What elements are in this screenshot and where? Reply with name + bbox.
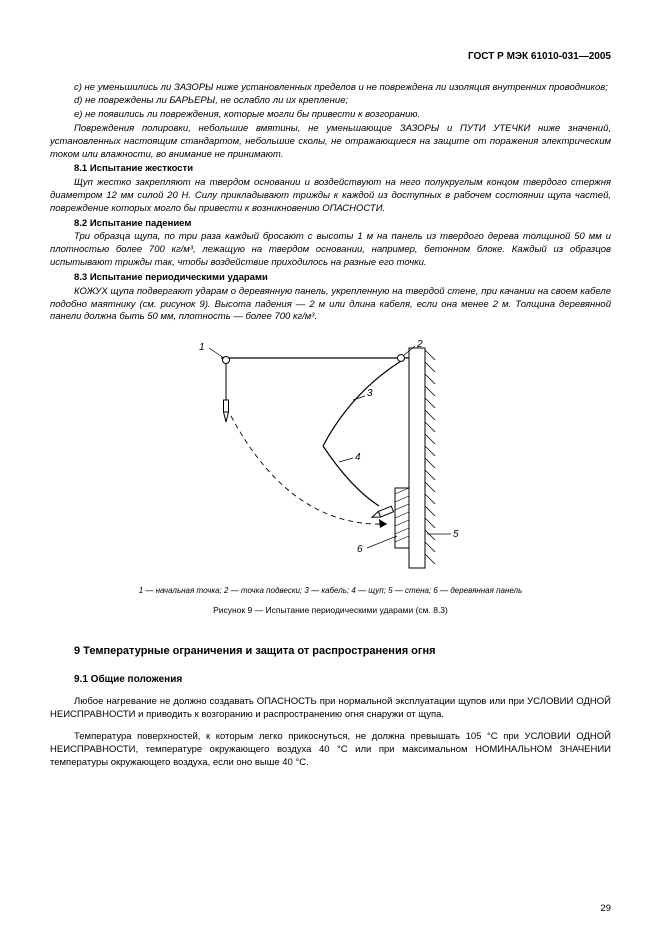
item-c: с) не уменьшились ли ЗАЗОРЫ ниже установ… [50, 82, 611, 95]
figure-9: 1 2 3 4 5 6 [151, 338, 511, 578]
heading-9-1: 9.1 Общие положения [74, 673, 611, 687]
fig-label-4: 4 [355, 452, 361, 463]
para-8-3: КОЖУХ щупа подвергают ударам о деревянну… [50, 286, 611, 324]
heading-8-1: 8.1 Испытание жесткости [74, 163, 611, 176]
para-9-1b: Температура поверхностей, к которым легк… [50, 731, 611, 769]
fig-label-3: 3 [367, 388, 373, 399]
para-9-1a: Любое нагревание не должно создавать ОПА… [50, 696, 611, 722]
para-8-1: Щуп жестко закрепляют на твердом основан… [50, 177, 611, 215]
fig-label-6: 6 [357, 544, 363, 555]
heading-8-3: 8.3 Испытание периодическими ударами [74, 272, 611, 285]
heading-8-2: 8.2 Испытание падением [74, 218, 611, 231]
item-d: d) не повреждены ли БАРЬЕРЫ, не ослабло … [50, 95, 611, 108]
figure-legend: 1 — начальная точка; 2 — точка подвески;… [50, 586, 611, 597]
para-damage: Повреждения полировки, небольшие вмятины… [50, 123, 611, 161]
fig-label-1: 1 [199, 342, 205, 353]
para-8-2: Три образца щупа, по три раза каждый бро… [50, 231, 611, 269]
fig-label-5: 5 [453, 529, 459, 540]
heading-9: 9 Температурные ограничения и защита от … [74, 644, 611, 659]
item-e: е) не появились ли повреждения, которые … [50, 109, 611, 122]
figure-caption: Рисунок 9 — Испытание периодическими уда… [50, 605, 611, 616]
page-container: ГОСТ Р МЭК 61010-031—2005 с) не уменьшил… [0, 0, 661, 936]
fig-label-2: 2 [416, 339, 423, 350]
document-header: ГОСТ Р МЭК 61010-031—2005 [50, 50, 611, 64]
page-number: 29 [600, 903, 611, 916]
